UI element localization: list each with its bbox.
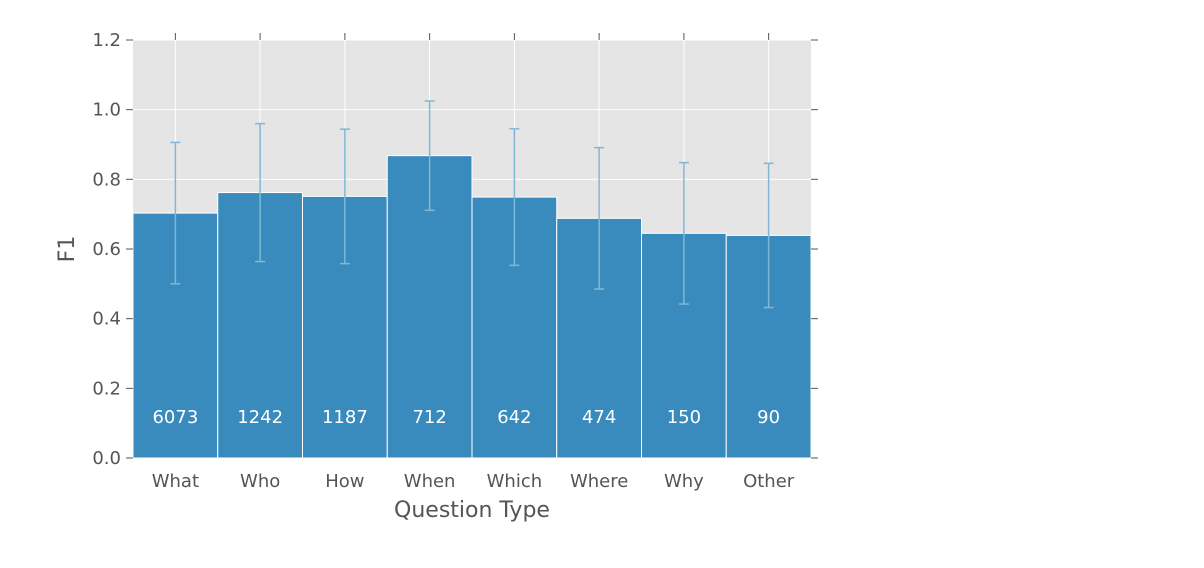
y-axis-title: F1 — [55, 236, 80, 263]
count-label: 6073 — [152, 407, 198, 428]
error-bars — [170, 100, 774, 309]
x-tick-label: What — [152, 471, 199, 492]
y-tick-label: 0.0 — [92, 448, 121, 469]
count-label: 1187 — [322, 407, 368, 428]
y-tick-label: 0.4 — [92, 309, 121, 330]
y-axis: 0.0 0.2 0.4 0.6 0.8 1.0 1.2 — [92, 30, 818, 469]
count-label: 1242 — [237, 407, 283, 428]
count-label: 150 — [667, 407, 701, 428]
count-label: 642 — [497, 407, 531, 428]
x-axis: What Who How When Which Where Why Other — [152, 33, 795, 492]
x-tick-label: Other — [743, 471, 795, 492]
y-tick-label: 1.0 — [92, 100, 121, 121]
y-tick-label: 0.2 — [92, 378, 121, 399]
x-tick-label: When — [404, 471, 456, 492]
x-tick-label: Why — [664, 471, 704, 492]
x-tick-label: Where — [570, 471, 628, 492]
y-tick-label: 0.6 — [92, 239, 121, 260]
y-tick-label: 1.2 — [92, 30, 121, 51]
count-label: 90 — [757, 407, 780, 428]
x-axis-title: Question Type — [394, 498, 550, 523]
count-labels: 6073 1242 1187 712 642 474 150 90 — [152, 407, 780, 428]
x-tick-label: Who — [240, 471, 280, 492]
x-tick-label: Which — [487, 471, 543, 492]
count-label: 712 — [412, 407, 446, 428]
count-label: 474 — [582, 407, 616, 428]
x-tick-label: How — [325, 471, 364, 492]
y-tick-label: 0.8 — [92, 169, 121, 190]
